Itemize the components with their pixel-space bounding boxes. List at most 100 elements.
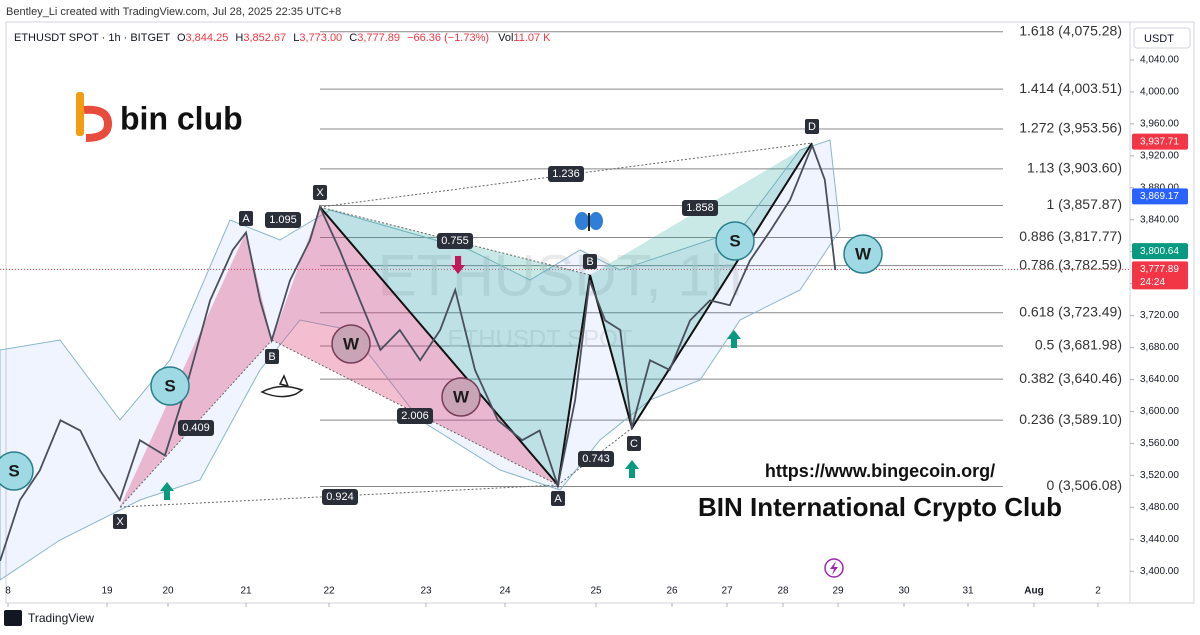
arrow-down [451, 256, 465, 274]
x-tick-label: 25 [590, 586, 602, 597]
circle-label: S [8, 461, 19, 480]
point-box [551, 491, 565, 506]
x-tick-label: Aug [1024, 586, 1043, 597]
y-tick-label: 3,880.00 [1140, 182, 1179, 193]
credit: Bentley_Li created with TradingView.com,… [6, 6, 341, 18]
y-tick-label: 3,840.00 [1140, 214, 1179, 225]
fib-label: 0.5 (3,681.98) [1035, 337, 1122, 353]
ratio-label: 0.924 [326, 491, 354, 503]
x-tick-label: 30 [898, 586, 910, 597]
point-box [313, 185, 327, 200]
ratio-label: 1.095 [269, 214, 297, 226]
point-box [239, 211, 253, 226]
y-tick-label: 3,560.00 [1140, 438, 1179, 449]
fib-label: 1 (3,857.87) [1047, 196, 1123, 212]
shark-icon [260, 374, 304, 398]
x-tick-label: 26 [666, 586, 678, 597]
ratio-label: 2.006 [401, 410, 429, 422]
signal-circles: S S S W W W [0, 221, 883, 491]
point-box [265, 349, 279, 364]
legend-key: L [293, 32, 299, 44]
x-tick-label: 23 [420, 586, 432, 597]
point-label: X [116, 516, 124, 528]
pattern-mid-2 [590, 143, 812, 428]
currency-box [1133, 27, 1191, 49]
circle [331, 324, 371, 364]
point-box [113, 514, 127, 529]
x-tick-label: 31 [962, 586, 974, 597]
point-label: X [316, 187, 324, 199]
point-label: C [630, 438, 638, 450]
ratio-box [397, 408, 433, 424]
legend-value: 3,777.89 [357, 32, 400, 44]
fib-label: 0.886 (3,817.77) [1019, 228, 1122, 244]
x-tick-label: 2 [1095, 586, 1101, 597]
legend-change: −66.36 (−1.73%) [407, 32, 489, 44]
x-tick-label: 8 [5, 586, 11, 597]
brand-url: https://www.bingecoin.org/ [765, 461, 995, 481]
flash-icon [824, 558, 844, 578]
fib-label: 1.414 (4,003.51) [1019, 80, 1122, 96]
point-box [805, 119, 819, 134]
x-tick-label: 22 [323, 586, 335, 597]
x-tick-label: 29 [832, 586, 844, 597]
brand-logo [76, 92, 113, 142]
legend-symbol: ETHUSDT SPOT · 1h · BITGET [14, 32, 170, 44]
pattern-mid-1 [320, 207, 590, 485]
legend-value: 3,844.25 [186, 32, 229, 44]
legend-value: 3,773.00 [299, 32, 342, 44]
ratio-label: 1.236 [552, 168, 580, 180]
fib-label: 0 (3,506.08) [1047, 477, 1123, 493]
point-box [627, 436, 641, 451]
ratio-box [548, 166, 584, 182]
ratio-box [578, 451, 614, 467]
circle [843, 234, 883, 274]
y-tick-label: 3,400.00 [1140, 566, 1179, 577]
ratio-box [682, 200, 718, 216]
fib-label: 0.382 (3,640.46) [1019, 370, 1122, 386]
y-tick-label: 3,440.00 [1140, 534, 1179, 545]
legend-key: O [177, 32, 186, 44]
price-tag [1132, 188, 1188, 205]
legend-key: C [349, 32, 357, 44]
watermark: ETHUSDT, 1h [378, 243, 742, 308]
y-tick-label: 3,960.00 [1140, 119, 1179, 130]
ratio-label: 0.743 [582, 453, 610, 465]
circle [441, 377, 481, 417]
circle [150, 366, 190, 406]
ratio-label: 0.755 [441, 235, 469, 247]
price-line-series [0, 142, 837, 562]
pattern-left-1 [120, 232, 272, 507]
countdown: 24:24 [1140, 277, 1165, 288]
legend-key: Vol [498, 32, 513, 44]
butterfly-icon [575, 212, 603, 231]
circle-label: W [453, 387, 470, 406]
currency: USDT [1144, 33, 1174, 45]
arrow-up [727, 330, 741, 348]
fib-label: 1.13 (3,903.60) [1027, 160, 1122, 176]
y-tick-label: 3,720.00 [1140, 310, 1179, 321]
fib-label: 1.618 (4,075.28) [1019, 22, 1122, 38]
point-label: A [554, 493, 562, 505]
watermark-sub: ETHUSDT SPOT [448, 325, 633, 352]
circle-label: W [855, 244, 872, 263]
price-tag-label: 3,777.89 [1140, 264, 1179, 275]
legend-value: 11.07 K [513, 32, 551, 44]
plot [0, 142, 837, 562]
circle [0, 451, 34, 491]
grid: 1.618 (4,075.28) 1.414 (4,003.51) 1.272 (3… [0, 22, 1134, 607]
footer-logo: TradingView [28, 611, 94, 625]
brand-name: bin club [120, 100, 243, 136]
circle-label: S [729, 231, 740, 250]
point-label: D [808, 121, 816, 133]
y-tick-label: 3,520.00 [1140, 470, 1179, 481]
point-label: B [586, 256, 593, 268]
arrow-up [160, 482, 174, 500]
x-tick-label: 28 [777, 586, 789, 597]
y-tick-label: 3,600.00 [1140, 406, 1179, 417]
ratio-label: 1.858 [686, 202, 714, 214]
y-tick-label: 3,920.00 [1140, 150, 1179, 161]
circle-label: S [164, 376, 175, 395]
